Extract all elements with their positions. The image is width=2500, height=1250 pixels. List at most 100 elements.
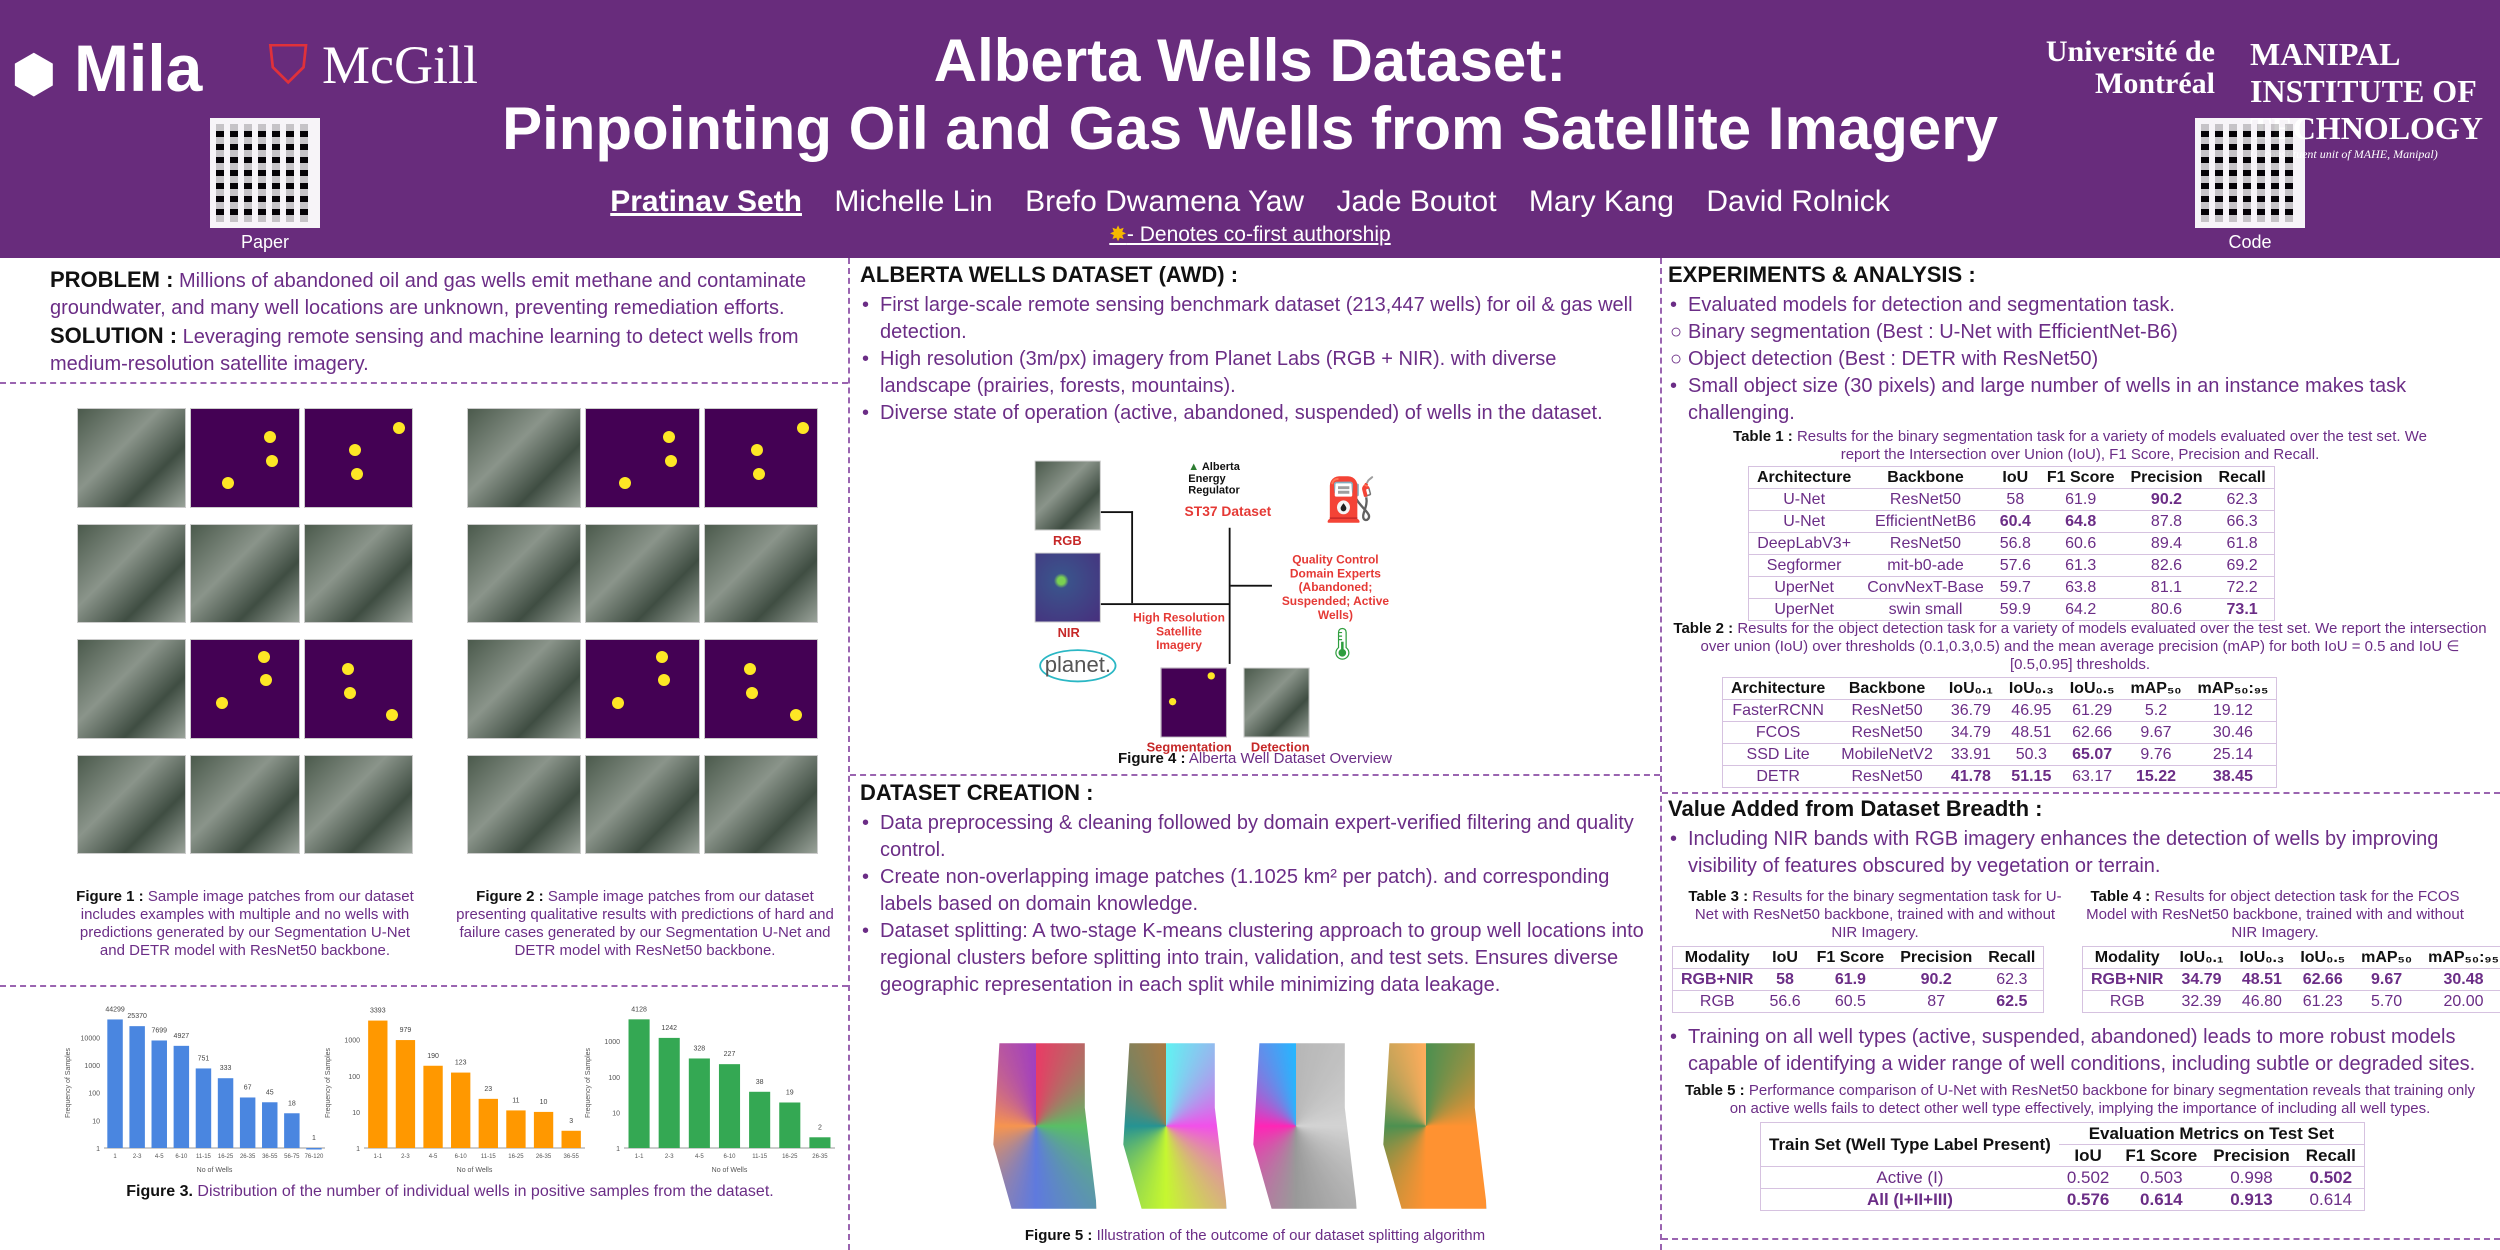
bullet: High resolution (3m/px) imagery from Pla… (860, 346, 1650, 400)
column-header: Backbone (1833, 677, 1941, 700)
table5-grid: Train Set (Well Type Label Present) Evalu… (1760, 1122, 2365, 1211)
table-cell: 62.3 (1980, 968, 2044, 991)
bar (533, 1111, 554, 1148)
rgb-image (1034, 460, 1101, 531)
well-dot (222, 477, 235, 490)
data-label: 4927 (174, 1033, 190, 1040)
hires-label: High Resolution Satellite Imagery (1133, 610, 1225, 652)
column-header: Recall (1980, 946, 2044, 969)
data-label: 2 (818, 1124, 822, 1131)
table-3-caption: Table 3 : Results for the binary segment… (1688, 888, 2062, 941)
experiments-heading: EXPERIMENTS & ANALYSIS : (1668, 262, 1976, 287)
author[interactable]: David Rolnick (1706, 185, 1890, 218)
y-tick-label: 1000 (344, 1038, 360, 1045)
bar (217, 1078, 234, 1148)
data-label: 44299 (105, 1006, 125, 1013)
table-cell: 65.07 (2061, 743, 2123, 766)
table-cell: 64.8 (2038, 510, 2123, 533)
bullet: First large-scale remote sensing benchma… (860, 292, 1650, 346)
table-cell: 62.66 (2292, 968, 2354, 991)
data-label: 1242 (661, 1025, 677, 1032)
data-label: 7699 (151, 1027, 167, 1034)
paper-qr-code[interactable] (210, 118, 320, 228)
segmentation-image (1160, 667, 1227, 738)
table-cell: 32.39 (2171, 990, 2232, 1013)
table-cell: U-Net (1748, 488, 1860, 511)
y-tick-label: 100 (88, 1091, 100, 1098)
figure-2-caption: Figure 2 : Sample image patches from our… (456, 888, 834, 959)
arrow-line (1230, 584, 1272, 587)
well-dot (216, 696, 228, 709)
satellite-image (77, 639, 187, 739)
x-axis-label: No of Wells (197, 1167, 233, 1174)
column-header: mAP₅₀:₉₅ (2420, 946, 2500, 969)
column-header: IoU (1991, 466, 2039, 489)
table-cell: 38.45 (2189, 765, 2277, 788)
bar (688, 1058, 710, 1148)
table-cell: 62.3 (2210, 488, 2275, 511)
column-header: F1 Score (2038, 466, 2123, 489)
table-cell: 59.7 (1991, 576, 2039, 599)
x-tick-label: 16-25 (508, 1154, 524, 1160)
well-dot (344, 686, 357, 699)
title-line-1: Alberta Wells Dataset: (933, 27, 1567, 94)
table-cell: Segformer (1748, 554, 1860, 577)
column-header: F1 Score (1808, 946, 1893, 969)
x-tick-label: 2-3 (401, 1154, 410, 1160)
table-cell: 89.4 (2122, 532, 2211, 555)
well-dot (796, 421, 809, 434)
satellite-image (190, 523, 300, 623)
x-tick-label: 11-15 (752, 1154, 768, 1160)
x-tick-label: 4-5 (695, 1154, 704, 1160)
table-cell: 0.998 (2205, 1166, 2298, 1189)
x-tick-label: 26-35 (240, 1154, 256, 1160)
table-row: DeepLabV3+ ResNet50 56.8 60.6 89.4 61.8 (1748, 532, 2275, 555)
author[interactable]: Michelle Lin (834, 185, 993, 218)
table-row: RGB 56.6 60.5 87 62.5 (1672, 990, 2044, 1013)
awd-section: ALBERTA WELLS DATASET (AWD) : First larg… (860, 262, 1650, 427)
table-cell: 46.95 (2000, 699, 2062, 722)
connector-line (1100, 511, 1134, 604)
mila-hex-icon: ⬢ (12, 46, 56, 102)
author[interactable]: Jade Boutot (1336, 185, 1497, 218)
globe-thermometer-icon: 🌡 (1322, 627, 1363, 663)
table-cell: 61.9 (2038, 488, 2123, 511)
header-row: Modality IoU₀.₁ IoU₀.₃ IoU₀.₅ mAP₅₀ mAP₅₀:₉₅ (2082, 946, 2500, 969)
x-tick-label: 26-35 (812, 1154, 828, 1160)
author[interactable]: Brefo Dwamena Yaw (1025, 185, 1305, 218)
mask-image (303, 639, 413, 739)
table-cell: ResNet50 (1833, 721, 1941, 744)
x-tick-label: 16-25 (218, 1154, 234, 1160)
table-cell: 81.1 (2122, 576, 2211, 599)
author[interactable]: Mary Kang (1528, 185, 1674, 218)
data-label: 3393 (370, 1008, 386, 1015)
table-cell: ResNet50 (1859, 488, 1992, 511)
creation-bullets: Data preprocessing & cleaning followed b… (860, 810, 1650, 999)
well-dot (655, 650, 668, 663)
figure-2-image-grid (465, 398, 820, 860)
code-qr-code[interactable] (2195, 118, 2305, 228)
table-cell: 61.23 (2292, 990, 2354, 1013)
aer-logo: ▲ Alberta Energy Regulator (1188, 459, 1240, 497)
title-line-2: Pinpointing Oil and Gas Wells from Satel… (502, 95, 1998, 162)
column-header: IoU₀.₃ (2000, 677, 2062, 700)
table-cell: 82.6 (2122, 554, 2211, 577)
y-tick-label: 100 (608, 1075, 620, 1082)
table-cell: UperNet (1748, 576, 1860, 599)
mask-image (703, 639, 818, 739)
detection-label: Detection (1250, 739, 1310, 755)
well-dot (662, 431, 675, 444)
table-cell: 63.17 (2061, 765, 2123, 788)
pumpjack-icon: ⛽ (1324, 475, 1378, 524)
table-cell: 41.78 (1940, 765, 2001, 788)
x-tick-label: 16-25 (782, 1154, 798, 1160)
column-header: Architecture (1722, 677, 1834, 700)
x-axis-label: No of Wells (712, 1167, 748, 1174)
table-cell: 87.8 (2122, 510, 2211, 533)
column-header: IoU₀.₁ (1940, 677, 2001, 700)
bar (195, 1068, 212, 1148)
satellite-image (77, 523, 187, 623)
table-cell: 9.67 (2122, 721, 2190, 744)
table-3: Modality IoU F1 Score Precision Recall RGB+NI… (1672, 946, 2045, 1013)
author[interactable]: Pratinav Seth (610, 185, 802, 218)
